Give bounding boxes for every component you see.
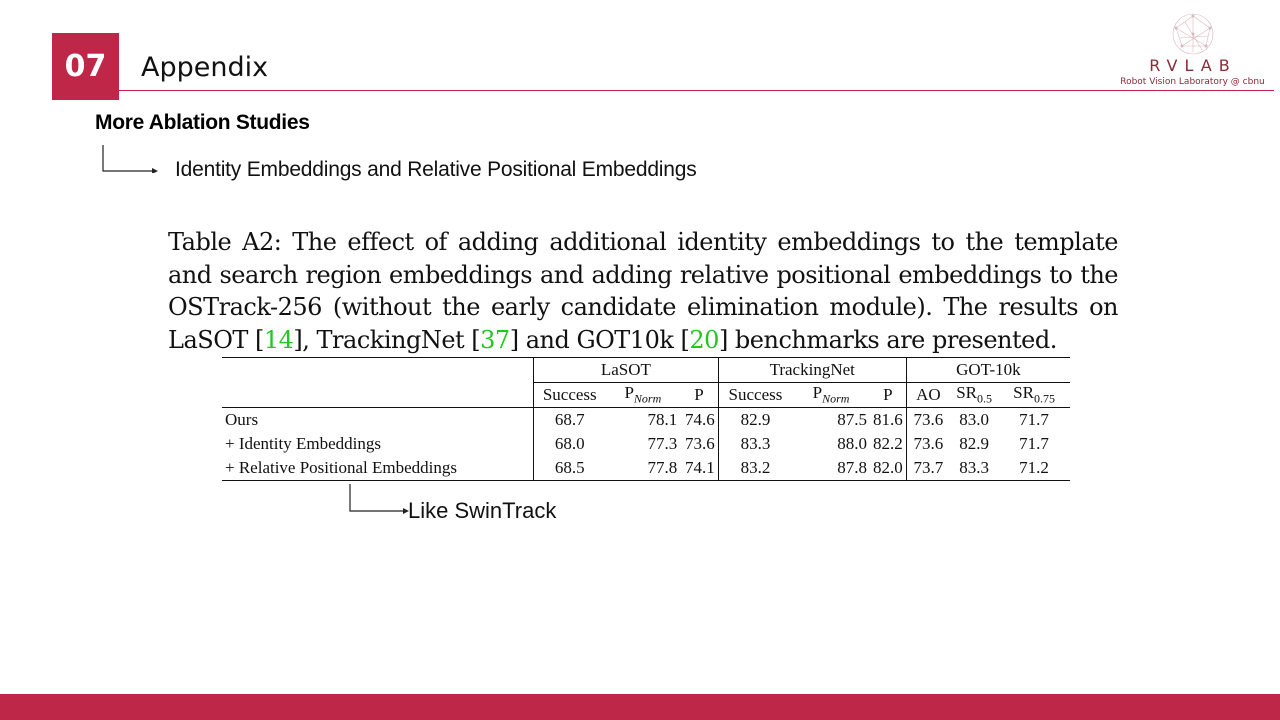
cell: 77.8 bbox=[605, 456, 681, 481]
rvlab-logo-graphic bbox=[1172, 13, 1214, 55]
cell: 73.6 bbox=[905, 407, 951, 432]
cell: 82.9 bbox=[959, 434, 989, 453]
cell: 71.7 bbox=[1019, 434, 1049, 453]
col-sr05: SR0.5 bbox=[950, 382, 999, 408]
logo-subtitle: Robot Vision Laboratory @ cbnu bbox=[1120, 77, 1265, 87]
arrow-connector-icon bbox=[102, 145, 158, 173]
group-header-trackingnet: TrackingNet bbox=[717, 357, 907, 383]
cell: 82.0 bbox=[869, 456, 907, 481]
cell: 87.8 bbox=[792, 456, 870, 481]
cell: 71.2 bbox=[998, 456, 1070, 481]
logo-name: RVLAB bbox=[1149, 56, 1237, 75]
table-row: + Relative Positional Embeddings 68.5 77… bbox=[222, 456, 1070, 481]
col-p: P bbox=[680, 382, 719, 408]
col-success: Success bbox=[533, 382, 606, 408]
results-table: LaSOT TrackingNet GOT-10k Success PNorm … bbox=[222, 357, 1070, 481]
cell: 68.7 bbox=[533, 407, 606, 432]
cell: 82.2 bbox=[872, 434, 903, 453]
row-label: + Identity Embeddings bbox=[225, 434, 381, 453]
header-empty-2 bbox=[222, 382, 534, 408]
col-pnorm-tn: PNorm bbox=[792, 382, 870, 408]
page-title: Appendix bbox=[141, 52, 269, 83]
cell: 83.3 bbox=[950, 456, 999, 481]
table-row: Ours 68.7 78.1 74.6 82.9 87.5 81.6 73.6 … bbox=[222, 407, 1070, 432]
cell: 81.6 bbox=[872, 410, 903, 429]
cell: 73.7 bbox=[905, 456, 951, 481]
section-number-badge: 07 bbox=[52, 33, 119, 100]
cell: 68.5 bbox=[533, 456, 606, 481]
cell: 87.5 bbox=[837, 410, 867, 429]
col-p-tn: P bbox=[869, 382, 907, 408]
col-ao: AO bbox=[905, 382, 951, 408]
section-heading: More Ablation Studies bbox=[95, 111, 310, 134]
cell: 88.0 bbox=[837, 434, 867, 453]
cell: 83.2 bbox=[717, 456, 793, 481]
cell: 74.6 bbox=[685, 410, 715, 429]
cell: 82.9 bbox=[717, 407, 793, 432]
caption-text-4: ] benchmarks are presented. bbox=[718, 325, 1057, 354]
group-header-lasot: LaSOT bbox=[533, 357, 719, 383]
group-header-got10k: GOT-10k bbox=[905, 357, 1070, 383]
section-number: 07 bbox=[64, 49, 107, 84]
subheading: Identity Embeddings and Relative Positio… bbox=[175, 158, 697, 181]
cell: 83.3 bbox=[717, 432, 793, 456]
caption-text-1: Table A2: The effect of adding additiona… bbox=[168, 228, 1119, 354]
table-row: + Identity Embeddings 68.0 77.3 73.6 83.… bbox=[222, 432, 1070, 456]
col-success-tn: Success bbox=[717, 382, 793, 408]
note-text: Like SwinTrack bbox=[408, 498, 557, 523]
col-pnorm: PNorm bbox=[605, 382, 681, 408]
caption-ref-1[interactable]: 14 bbox=[263, 325, 294, 354]
cell: 73.6 bbox=[905, 432, 951, 456]
col-sr075: SR0.75 bbox=[998, 382, 1070, 408]
cell: 71.7 bbox=[1019, 410, 1049, 429]
caption-ref-3[interactable]: 20 bbox=[689, 325, 719, 354]
cell: 78.1 bbox=[647, 410, 678, 429]
title-divider bbox=[119, 90, 1274, 91]
footer-bar bbox=[0, 694, 1280, 720]
cell: 74.1 bbox=[680, 456, 719, 481]
arrow-connector-icon bbox=[349, 484, 409, 514]
row-label: + Relative Positional Embeddings bbox=[222, 456, 534, 481]
cell: 83.0 bbox=[959, 410, 989, 429]
header-empty bbox=[222, 357, 534, 383]
caption-text-2: ], TrackingNet [ bbox=[293, 325, 481, 354]
caption-ref-2[interactable]: 37 bbox=[480, 325, 510, 354]
table-caption: Table A2: The effect of adding additiona… bbox=[168, 226, 1119, 356]
caption-text-3: ] and GOT10k [ bbox=[509, 325, 690, 354]
cell: 73.6 bbox=[685, 434, 715, 453]
row-label: Ours bbox=[225, 410, 259, 429]
cell: 77.3 bbox=[647, 434, 678, 453]
cell: 68.0 bbox=[533, 432, 606, 456]
